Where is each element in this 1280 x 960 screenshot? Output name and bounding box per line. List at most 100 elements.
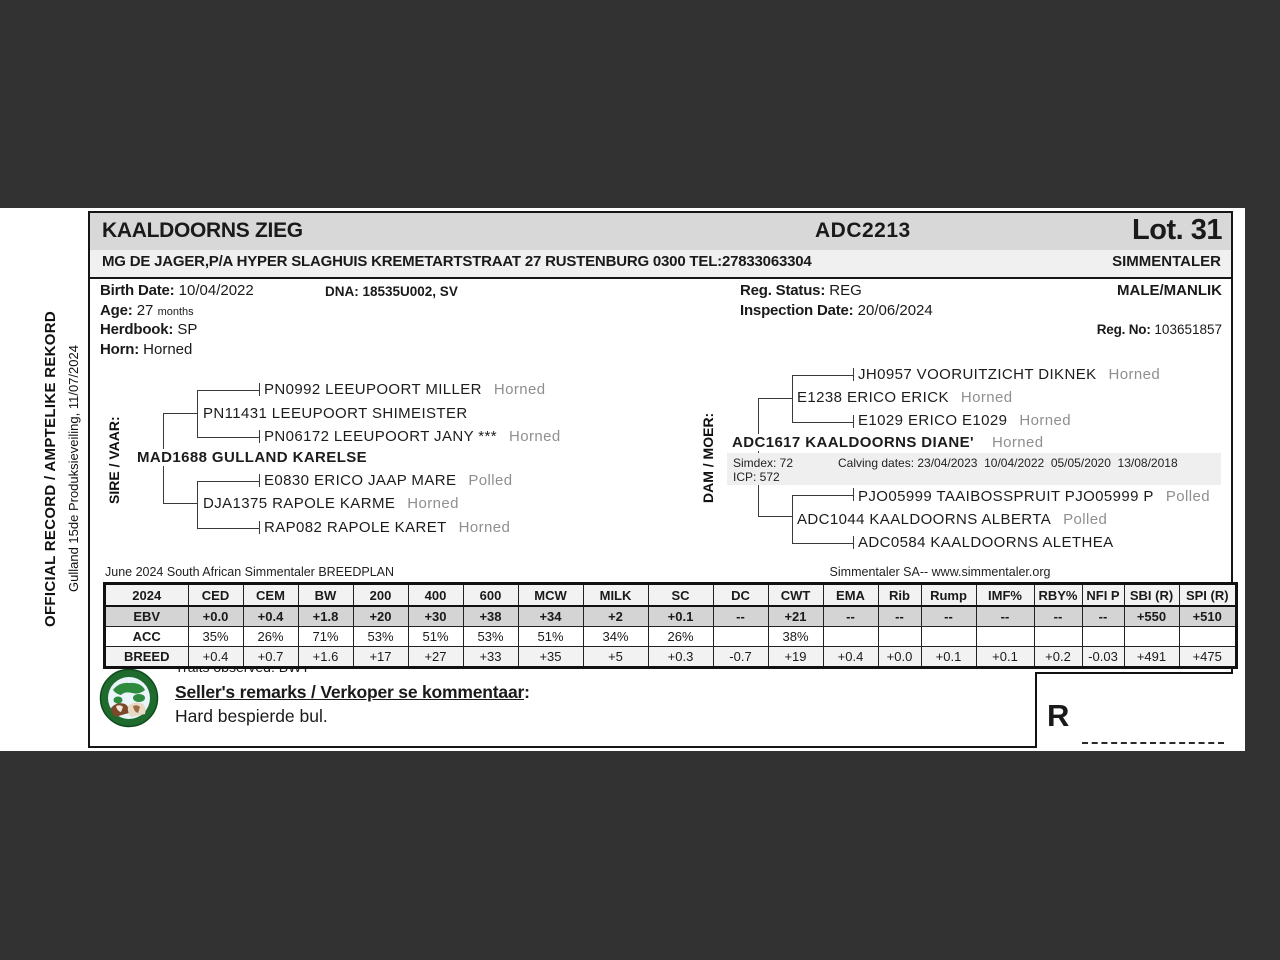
sex-value: MALE/MANLIK (1117, 282, 1222, 299)
pedigree-tick (853, 536, 854, 549)
pedigree-tick (259, 521, 260, 534)
reg-no-value: 103651857 (1154, 322, 1222, 337)
breedplan-row-EBV: EBV +0.0 +0.4 +1.8 +20 +30 +38 +34 +2 +0.1 -- +21 --… (104, 605, 1237, 627)
horn-status: Horned (493, 381, 546, 398)
birth-date-value: 10/04/2022 (178, 282, 254, 299)
dam-tree-label: DAM / MOER: (700, 412, 716, 504)
col-DC: DC (712, 583, 769, 607)
col-RBY%: RBY% (1033, 583, 1083, 607)
col-SC: SC (647, 583, 714, 607)
horn-status: Horned (1019, 412, 1071, 429)
cell-BREED-MILK: +5 (582, 646, 649, 668)
seller-remarks-text: Hard bespierde bul. (175, 706, 328, 726)
animal: E1029 ERICO E1029 (858, 412, 1008, 429)
price-box: R (1035, 672, 1233, 748)
cell-ACC-CEM: 26% (242, 626, 299, 647)
col-NFI P: NFI P (1081, 583, 1125, 607)
cell-ACC-DC (712, 626, 769, 647)
cell-ACC-SPI (R) (1178, 626, 1237, 647)
auction-event-vertical-text: Gulland 15de Produksieveiling, 11/07/202… (66, 345, 81, 593)
cell-BREED-RBY%: +0.2 (1033, 646, 1083, 668)
calving-dates: Calving dates: 23/04/2023 10/04/2022 05/… (838, 456, 1178, 470)
animal: PJO05999 TAAIBOSSPRUIT PJO05999 P (858, 488, 1154, 505)
col-EMA: EMA (822, 583, 879, 607)
inspection-date-value: 20/06/2024 (857, 302, 933, 319)
cell-EBV-SC: +0.1 (647, 605, 714, 627)
seller-remarks-colon: : (524, 682, 530, 702)
age-row: Age: 27 months (100, 302, 194, 319)
cell-EBV-SBI (R): +550 (1123, 605, 1180, 627)
col-MILK: MILK (582, 583, 649, 607)
cell-EBV-BW: +1.8 (297, 605, 354, 627)
seller-remarks-heading-text: Seller's remarks / Verkoper se kommentaa… (175, 682, 525, 702)
horn-status: Polled (1063, 511, 1108, 528)
animal: E0830 ERICO JAAP MARE (264, 472, 457, 489)
cell-ACC-SBI (R) (1123, 626, 1180, 647)
animal-name: KAALDOORNS ZIEG (102, 219, 303, 242)
seller-remarks-heading: Seller's remarks / Verkoper se kommentaa… (175, 682, 530, 703)
lot-number: Lot. 31 (1132, 214, 1222, 246)
breedplan-row-ACC: ACC 35% 26% 71% 53% 51% 53% 51% 34% 26% 38% (104, 626, 1237, 647)
cell-ACC-CWT: 38% (767, 626, 824, 647)
animal: ADC1044 KAALDOORNS ALBERTA (797, 511, 1052, 528)
cell-ACC-IMF% (975, 626, 1035, 647)
col-CEM: CEM (242, 583, 299, 607)
pedigree-tick (853, 368, 854, 381)
cell-EBV-600: +38 (462, 605, 519, 627)
horn-status: Horned (509, 428, 561, 445)
breedplan-table: 2024 CED CEM BW 200 400 600 MCW MILK SC DC CWT EMA Ri… (103, 582, 1238, 669)
breed-name: SIMMENTALER (1112, 253, 1221, 270)
breedplan-row-BREED: BREED +0.4 +0.7 +1.6 +17 +27 +33 +35 +5 +0.3 -0.7 +… (104, 646, 1237, 668)
pedigree-node-sire-sire-sire: PN0992 LEEUPOORT MILLER Horned (264, 381, 546, 398)
animal: E1238 ERICO ERICK (797, 389, 949, 406)
col-IMF%: IMF% (975, 583, 1035, 607)
pedigree-bracket (792, 375, 854, 423)
dna-row: DNA: 18535U002, SV (325, 284, 458, 299)
price-blank-line (1082, 742, 1224, 744)
cell-EBV-400: +30 (407, 605, 464, 627)
pedigree-connector (758, 398, 792, 399)
col-BW: BW (297, 583, 354, 607)
pedigree-tick (259, 430, 260, 443)
col-CED: CED (187, 583, 244, 607)
animal: JH0957 VOORUITZICHT DIKNEK (858, 366, 1097, 383)
cell-BREED-MCW: +35 (517, 646, 584, 668)
birth-date-label: Birth Date: (100, 282, 175, 299)
animal: PN06172 LEEUPOORT JANY *** (264, 428, 498, 445)
col-SBI (R): SBI (R) (1123, 583, 1180, 607)
owner-bar: MG DE JAGER,P/A HYPER SLAGHUIS KREMETART… (88, 250, 1233, 279)
horn-status: Polled (468, 472, 513, 489)
cell-EBV-DC: -- (712, 605, 769, 627)
row-label-EBV: EBV (104, 605, 189, 627)
cell-EBV-CED: +0.0 (187, 605, 244, 627)
col-200: 200 (352, 583, 409, 607)
herdbook-value: SP (177, 321, 198, 338)
reg-status-row: Reg. Status: REG (740, 282, 862, 299)
age-label: Age: (100, 302, 133, 319)
herdbook-row: Herdbook: SP (100, 321, 197, 338)
cell-BREED-DC: -0.7 (712, 646, 769, 668)
pedigree-bracket (197, 390, 260, 438)
inspection-date-row: Inspection Date: 20/06/2024 (740, 302, 933, 319)
pedigree-node-dam-sire-sire: JH0957 VOORUITZICHT DIKNEK Horned (858, 366, 1160, 383)
cell-EBV-MILK: +2 (582, 605, 649, 627)
cell-ACC-RBY% (1033, 626, 1083, 647)
animal: ADC0584 KAALDOORNS ALETHEA (858, 534, 1114, 551)
horn-value: Horned (143, 341, 193, 358)
cell-EBV-EMA: -- (822, 605, 879, 627)
pedigree-bracket (792, 495, 854, 544)
inspection-date-label: Inspection Date: (740, 302, 854, 319)
col-CWT: CWT (767, 583, 824, 607)
cell-ACC-200: 53% (352, 626, 409, 647)
pedigree-tick (259, 474, 260, 487)
horn-status (1114, 534, 1126, 551)
pedigree-node-sire: MAD1688 GULLAND KARELSE (137, 449, 374, 466)
animal: RAP082 RAPOLE KARET (264, 519, 447, 536)
simdex-value: Simdex: 72 (733, 456, 794, 470)
animal: PN11431 LEEUPOORT SHIMEISTER (203, 405, 468, 422)
cell-BREED-Rib: +0.0 (877, 646, 922, 668)
pedigree-node-sire-dam-sire: E0830 ERICO JAAP MARE Polled (264, 472, 512, 489)
col-400: 400 (407, 583, 464, 607)
pedigree-node-dam-dam-dam: ADC0584 KAALDOORNS ALETHEA (858, 534, 1126, 551)
